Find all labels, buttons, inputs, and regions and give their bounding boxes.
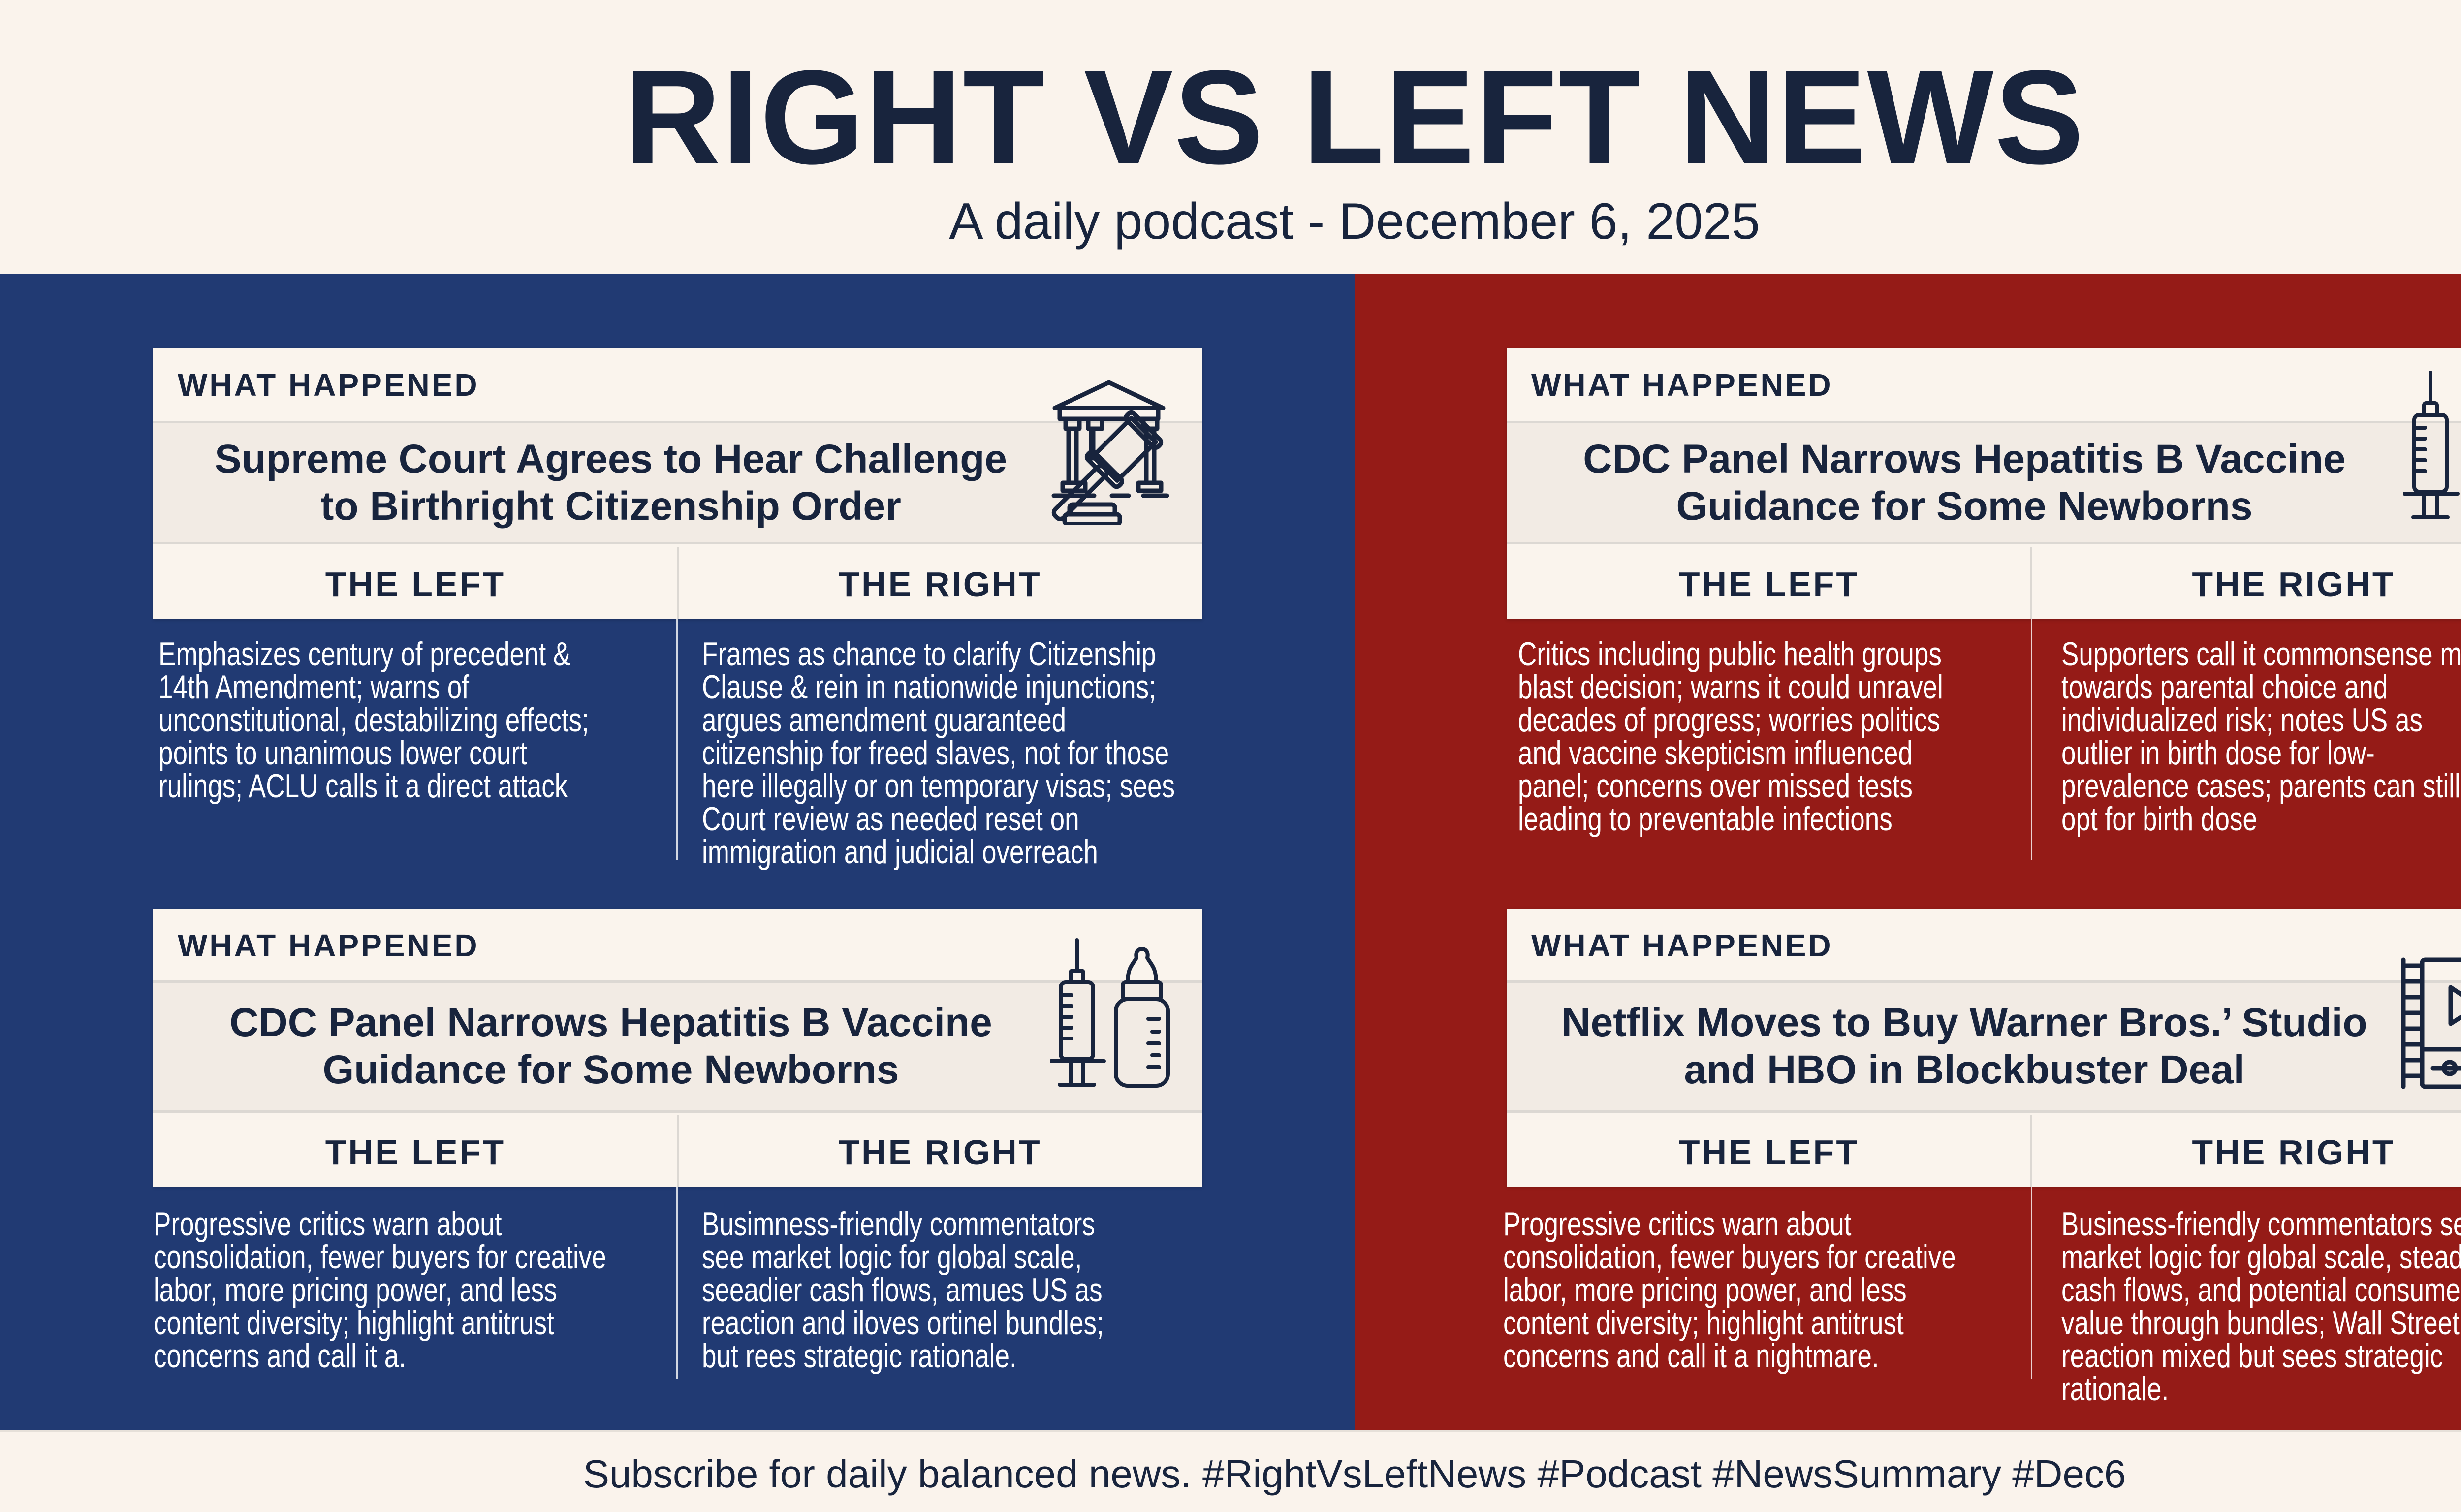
column-divider: [2030, 1115, 2032, 1187]
column-divider-line: [2031, 619, 2032, 860]
story-card-netflix-warner: WHAT HAPPENED Netflix Moves to Buy Warne…: [1507, 909, 2461, 1187]
story-headline: CDC Panel Narrows Hepatitis B Vaccine Gu…: [1583, 437, 2346, 529]
story-headline: CDC Panel Narrows Hepatitis B Vaccine Gu…: [229, 1000, 992, 1092]
column-divider: [2030, 547, 2032, 619]
left-column-header: THE LEFT: [1678, 565, 1860, 603]
right-column-header: THE RIGHT: [2192, 565, 2396, 603]
column-divider-line: [676, 1187, 678, 1379]
column-divider: [677, 1115, 679, 1187]
left-perspective-text: Progressive critics warn about consolida…: [1503, 1205, 1956, 1375]
left-column-header: THE LEFT: [325, 565, 506, 603]
section-label: WHAT HAPPENED: [178, 367, 479, 403]
syringe-baby-bottle-icon: [2402, 371, 2461, 520]
right-perspective-text: Supporters call it commonsense move towa…: [2061, 635, 2461, 838]
right-column-header: THE RIGHT: [838, 565, 1042, 603]
page-title: RIGHT VS LEFT NEWS: [624, 42, 2085, 192]
courthouse-gavel-icon: [1050, 378, 1178, 527]
headline-band: [1507, 421, 2461, 544]
left-perspective-text: Progressive critics warn about consolida…: [154, 1205, 606, 1375]
page-subtitle: A daily podcast - December 6, 2025: [949, 193, 1760, 250]
column-divider-line: [676, 619, 678, 860]
right-perspective-text: Busimness-friendly commentators see mark…: [702, 1205, 1104, 1375]
left-column-header: THE LEFT: [1678, 1133, 1860, 1171]
syringe-baby-bottle-icon: [1049, 938, 1178, 1088]
story-card-supreme-court: WHAT HAPPENED Supreme Court Agrees to He…: [153, 348, 1202, 619]
left-perspective-text: Critics including public health groups b…: [1518, 635, 1943, 838]
headline-band: [1507, 980, 2461, 1113]
footer-subscribe-text: Subscribe for daily balanced news. #Righ…: [583, 1452, 2126, 1496]
story-headline: Netflix Moves to Buy Warner Bros.’ Studi…: [1561, 1000, 2367, 1092]
header: RIGHT VS LEFT NEWS A daily podcast - Dec…: [0, 0, 2461, 274]
right-column-header: THE RIGHT: [2192, 1133, 2396, 1171]
headline-band: [153, 421, 1202, 544]
section-label: WHAT HAPPENED: [178, 928, 479, 963]
right-column-header: THE RIGHT: [838, 1133, 1042, 1171]
left-column-header: THE LEFT: [325, 1133, 506, 1171]
headline-band: [153, 980, 1202, 1113]
footer: Subscribe for daily balanced news. #Righ…: [0, 1430, 2461, 1512]
story-card-hepatitis-b-left: WHAT HAPPENED CDC Panel Narrows Hepatiti…: [153, 909, 1202, 1187]
film-strip-play-icon: [2400, 957, 2461, 1090]
right-perspective-text: Business-friendly commentators see marke…: [2061, 1205, 2461, 1408]
story-card-hepatitis-b: WHAT HAPPENED CDC Panel Narrows Hepatiti…: [1507, 348, 2461, 619]
section-label: WHAT HAPPENED: [1531, 928, 1833, 963]
left-perspective-text: Emphasizes century of precedent & 14th A…: [158, 635, 589, 805]
right-perspective-text: Frames as chance to clarify Citizenship …: [702, 635, 1175, 871]
section-label: WHAT HAPPENED: [1531, 367, 1833, 403]
story-headline: Supreme Court Agrees to Hear Challenge t…: [214, 437, 1007, 529]
column-divider: [677, 547, 679, 619]
column-divider-line: [2031, 1187, 2032, 1379]
